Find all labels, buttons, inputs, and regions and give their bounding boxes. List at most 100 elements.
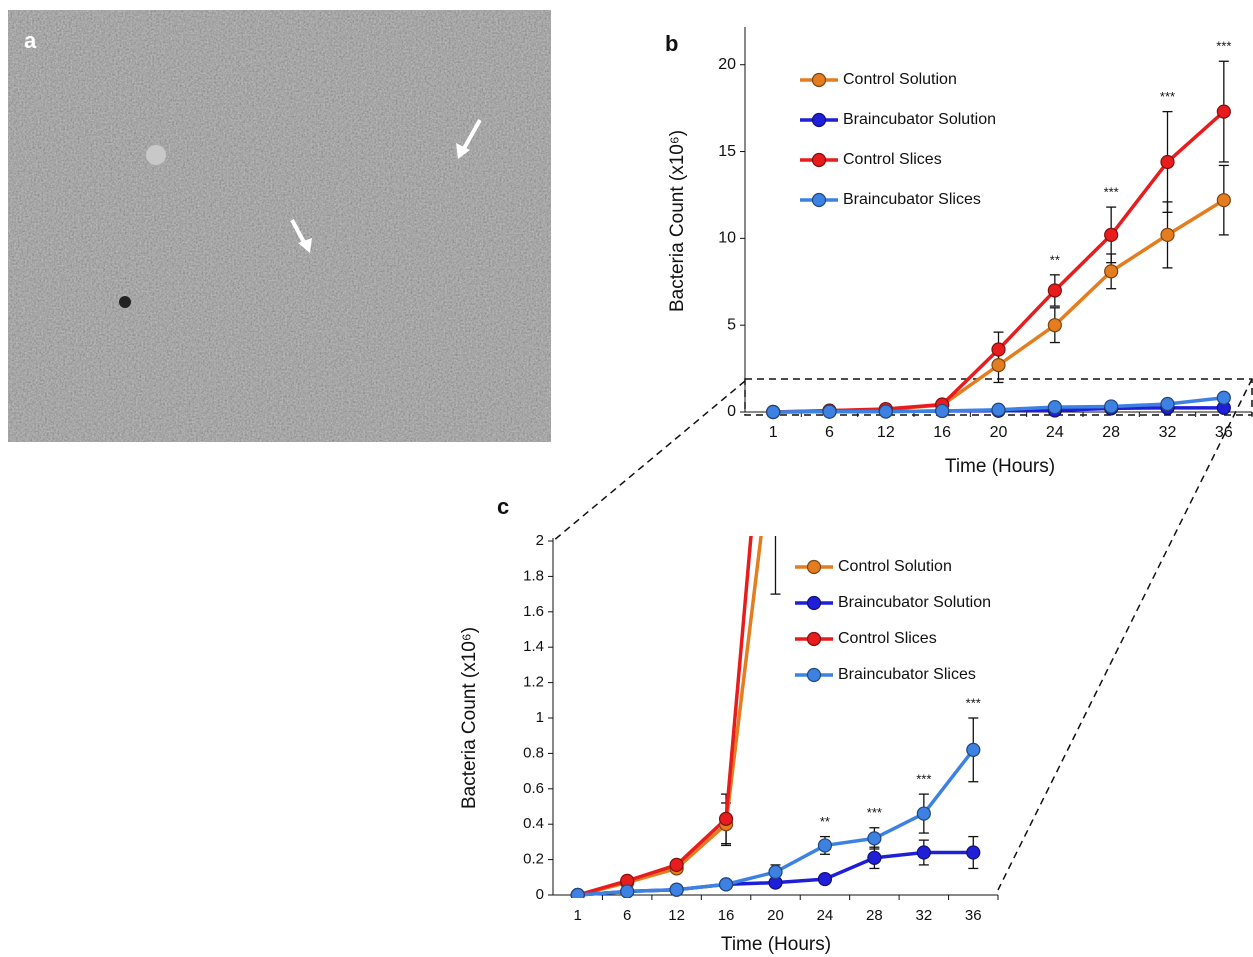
y-tick-label: 5 bbox=[727, 316, 736, 333]
significance-label: ** bbox=[820, 814, 830, 829]
panel-label: c bbox=[497, 494, 509, 519]
significance-label: *** bbox=[1216, 39, 1231, 54]
error-bar bbox=[771, 81, 781, 435]
y-axis-label: Bacteria Count (x10⁶) bbox=[459, 627, 480, 809]
x-tick-label: 36 bbox=[1215, 424, 1233, 441]
legend-label: Braincubator Slices bbox=[843, 191, 981, 208]
legend-label: Braincubator Solution bbox=[838, 594, 991, 611]
data-point bbox=[766, 404, 781, 420]
legend-marker bbox=[806, 559, 822, 575]
data-point bbox=[669, 882, 684, 897]
y-tick-label: 0 bbox=[727, 403, 736, 420]
x-tick-label: 16 bbox=[933, 424, 951, 441]
legend-marker bbox=[811, 152, 827, 168]
chart: 00.20.40.60.811.21.41.61.821 6 12 16 20 24 28 3… bbox=[459, 4, 999, 955]
x-tick-label: 24 bbox=[1046, 424, 1064, 441]
legend-label: Control Slices bbox=[838, 630, 937, 647]
significance-label: ** bbox=[1050, 252, 1060, 267]
data-point bbox=[916, 806, 931, 821]
y-tick-label: 1.4 bbox=[523, 638, 544, 655]
data-point bbox=[1047, 318, 1062, 333]
significance-label: *** bbox=[1104, 185, 1119, 200]
data-point bbox=[1160, 227, 1175, 242]
legend-label: Braincubator Solution bbox=[843, 111, 996, 128]
legend-marker bbox=[806, 595, 822, 611]
data-point bbox=[916, 845, 931, 860]
data-point bbox=[878, 404, 893, 419]
data-point bbox=[620, 884, 635, 898]
y-tick-label: 10 bbox=[718, 230, 736, 247]
series-line bbox=[577, 536, 763, 897]
x-tick-label: 20 bbox=[767, 907, 784, 924]
y-tick-label: 1.6 bbox=[523, 603, 544, 620]
data-point bbox=[769, 251, 782, 264]
data-point bbox=[1160, 154, 1175, 170]
x-tick-label: 32 bbox=[915, 907, 932, 924]
y-tick-label: 1.8 bbox=[523, 567, 544, 584]
y-tick-label: 0.6 bbox=[523, 780, 544, 797]
micrograph: a bbox=[8, 10, 551, 442]
data-point bbox=[718, 811, 734, 826]
y-tick-label: 2 bbox=[536, 532, 544, 549]
significance-label: *** bbox=[867, 805, 882, 820]
x-tick-label: 20 bbox=[990, 424, 1008, 441]
x-tick-label: 1 bbox=[574, 907, 582, 924]
data-point bbox=[768, 864, 783, 880]
y-tick-label: 0 bbox=[536, 886, 544, 903]
x-axis-label: Time (Hours) bbox=[721, 934, 831, 955]
legend-label: Control Slices bbox=[843, 151, 942, 168]
x-tick-label: 6 bbox=[623, 907, 631, 924]
data-point bbox=[1216, 193, 1231, 208]
x-tick-label: 16 bbox=[718, 907, 735, 924]
data-point bbox=[966, 742, 981, 757]
x-tick-label: 12 bbox=[668, 907, 685, 924]
error-bar bbox=[770, 536, 781, 595]
data-point bbox=[867, 850, 882, 865]
x-tick-label: 28 bbox=[866, 907, 883, 924]
data-point bbox=[966, 845, 981, 860]
y-axis-label: Bacteria Count (x10⁶) bbox=[667, 130, 688, 312]
data-point bbox=[991, 358, 1006, 373]
panel-label: b bbox=[665, 31, 678, 56]
data-point bbox=[1104, 264, 1119, 279]
series-line bbox=[577, 536, 753, 897]
data-point bbox=[1104, 227, 1119, 242]
legend-marker bbox=[811, 192, 827, 208]
x-tick-label: 24 bbox=[817, 907, 834, 924]
y-tick-label: 1.2 bbox=[523, 674, 544, 691]
data-point bbox=[1160, 396, 1175, 412]
y-tick-label: 0.4 bbox=[523, 815, 544, 832]
y-tick-label: 20 bbox=[718, 56, 736, 73]
significance-label: *** bbox=[916, 772, 931, 787]
data-point bbox=[1104, 399, 1119, 414]
significance-label: *** bbox=[1160, 89, 1175, 104]
legend-label: Control Solution bbox=[843, 71, 957, 88]
data-point bbox=[1047, 283, 1062, 298]
y-tick-label: 1 bbox=[536, 709, 544, 726]
plot-area bbox=[570, 4, 981, 898]
data-point bbox=[991, 402, 1006, 417]
data-point bbox=[1216, 104, 1231, 119]
legend-marker bbox=[806, 631, 822, 647]
data-point bbox=[1216, 390, 1231, 405]
legend-marker bbox=[806, 667, 822, 683]
x-tick-label: 12 bbox=[877, 424, 895, 441]
x-tick-label: 36 bbox=[965, 907, 982, 924]
data-point bbox=[867, 831, 882, 846]
legend-label: Control Solution bbox=[838, 558, 952, 575]
x-tick-label: 1 bbox=[769, 424, 778, 441]
data-point bbox=[991, 342, 1006, 357]
data-point bbox=[935, 403, 950, 419]
data-point bbox=[1047, 400, 1062, 415]
legend-marker bbox=[811, 112, 827, 128]
data-point bbox=[818, 4, 831, 17]
data-point bbox=[718, 877, 734, 892]
significance-label: *** bbox=[966, 695, 981, 710]
data-point bbox=[669, 857, 684, 873]
x-tick-label: 6 bbox=[825, 424, 834, 441]
y-tick-label: 0.8 bbox=[523, 744, 544, 761]
plot-area bbox=[766, 60, 1231, 420]
panel-label: a bbox=[24, 28, 37, 53]
